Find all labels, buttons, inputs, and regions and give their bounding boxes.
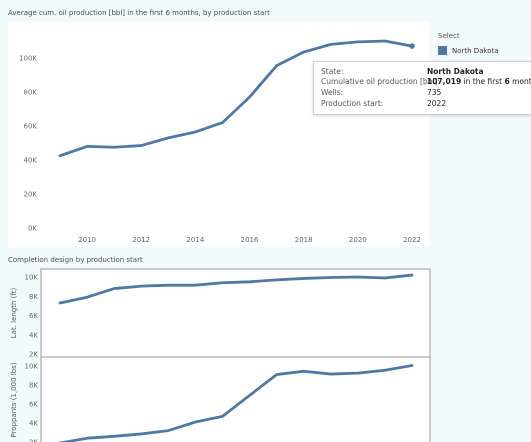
legend-title: Select bbox=[438, 32, 460, 40]
y-tick-label: 20K bbox=[24, 191, 38, 199]
x-tick-label: 2010 bbox=[78, 236, 96, 244]
y-tick-label: 8K bbox=[29, 382, 38, 390]
y-tick-label: 2K bbox=[29, 439, 38, 442]
tooltip-label-start: Production start: bbox=[321, 99, 384, 108]
y-tick-label: 0K bbox=[28, 225, 37, 233]
highlight-point bbox=[409, 43, 415, 49]
tooltip: State: North Dakota Cumulative oil produ… bbox=[313, 61, 531, 115]
y-tick-label: 10K bbox=[25, 274, 39, 282]
legend-swatch bbox=[438, 46, 447, 55]
x-tick-label: 2014 bbox=[186, 236, 204, 244]
y-axis-label: Lat. length (ft) bbox=[10, 288, 18, 339]
legend-label: North Dakota bbox=[452, 46, 499, 55]
series-line bbox=[58, 39, 414, 158]
y-tick-label: 100K bbox=[19, 55, 37, 63]
tooltip-value-production: 107,019 in the first 6 months bbox=[427, 77, 531, 86]
y-tick-label: 60K bbox=[24, 123, 38, 131]
x-tick-label: 2022 bbox=[403, 236, 421, 244]
tooltip-label-state: State: bbox=[321, 67, 344, 76]
tooltip-value-wells: 735 bbox=[427, 88, 442, 97]
y-tick-label: 80K bbox=[24, 89, 38, 97]
y-tick-label: 2K bbox=[29, 351, 38, 359]
y-tick-label: 4K bbox=[29, 331, 38, 339]
tooltip-label-production: Cumulative oil production [bbl]: bbox=[321, 77, 440, 86]
chart3-plot-area bbox=[40, 356, 431, 442]
legend-item-north-dakota[interactable]: North Dakota bbox=[438, 46, 499, 55]
tooltip-value-start: 2022 bbox=[427, 99, 447, 108]
x-tick-label: 2012 bbox=[132, 236, 150, 244]
y-tick-label: 6K bbox=[29, 312, 38, 320]
series-line bbox=[58, 273, 414, 305]
x-tick-label: 2020 bbox=[349, 236, 367, 244]
chart-title-top: Average cum. oil production [bbl] in the… bbox=[8, 9, 270, 17]
y-axis-label: Proppants (1,000 lbs) bbox=[10, 362, 18, 437]
x-tick-label: 2016 bbox=[241, 236, 259, 244]
y-tick-label: 6K bbox=[29, 401, 38, 409]
series-line bbox=[58, 364, 414, 442]
x-tick-label: 2018 bbox=[295, 236, 313, 244]
tooltip-value-state: North Dakota bbox=[427, 67, 484, 76]
chart-title-bottom: Completion design by production start bbox=[8, 256, 143, 264]
y-tick-label: 8K bbox=[29, 293, 38, 301]
y-tick-label: 40K bbox=[24, 157, 38, 165]
y-tick-label: 4K bbox=[29, 420, 38, 428]
chart1-plot-area bbox=[8, 22, 430, 247]
tooltip-label-wells: Wells: bbox=[321, 88, 344, 97]
y-tick-label: 10K bbox=[25, 363, 39, 371]
